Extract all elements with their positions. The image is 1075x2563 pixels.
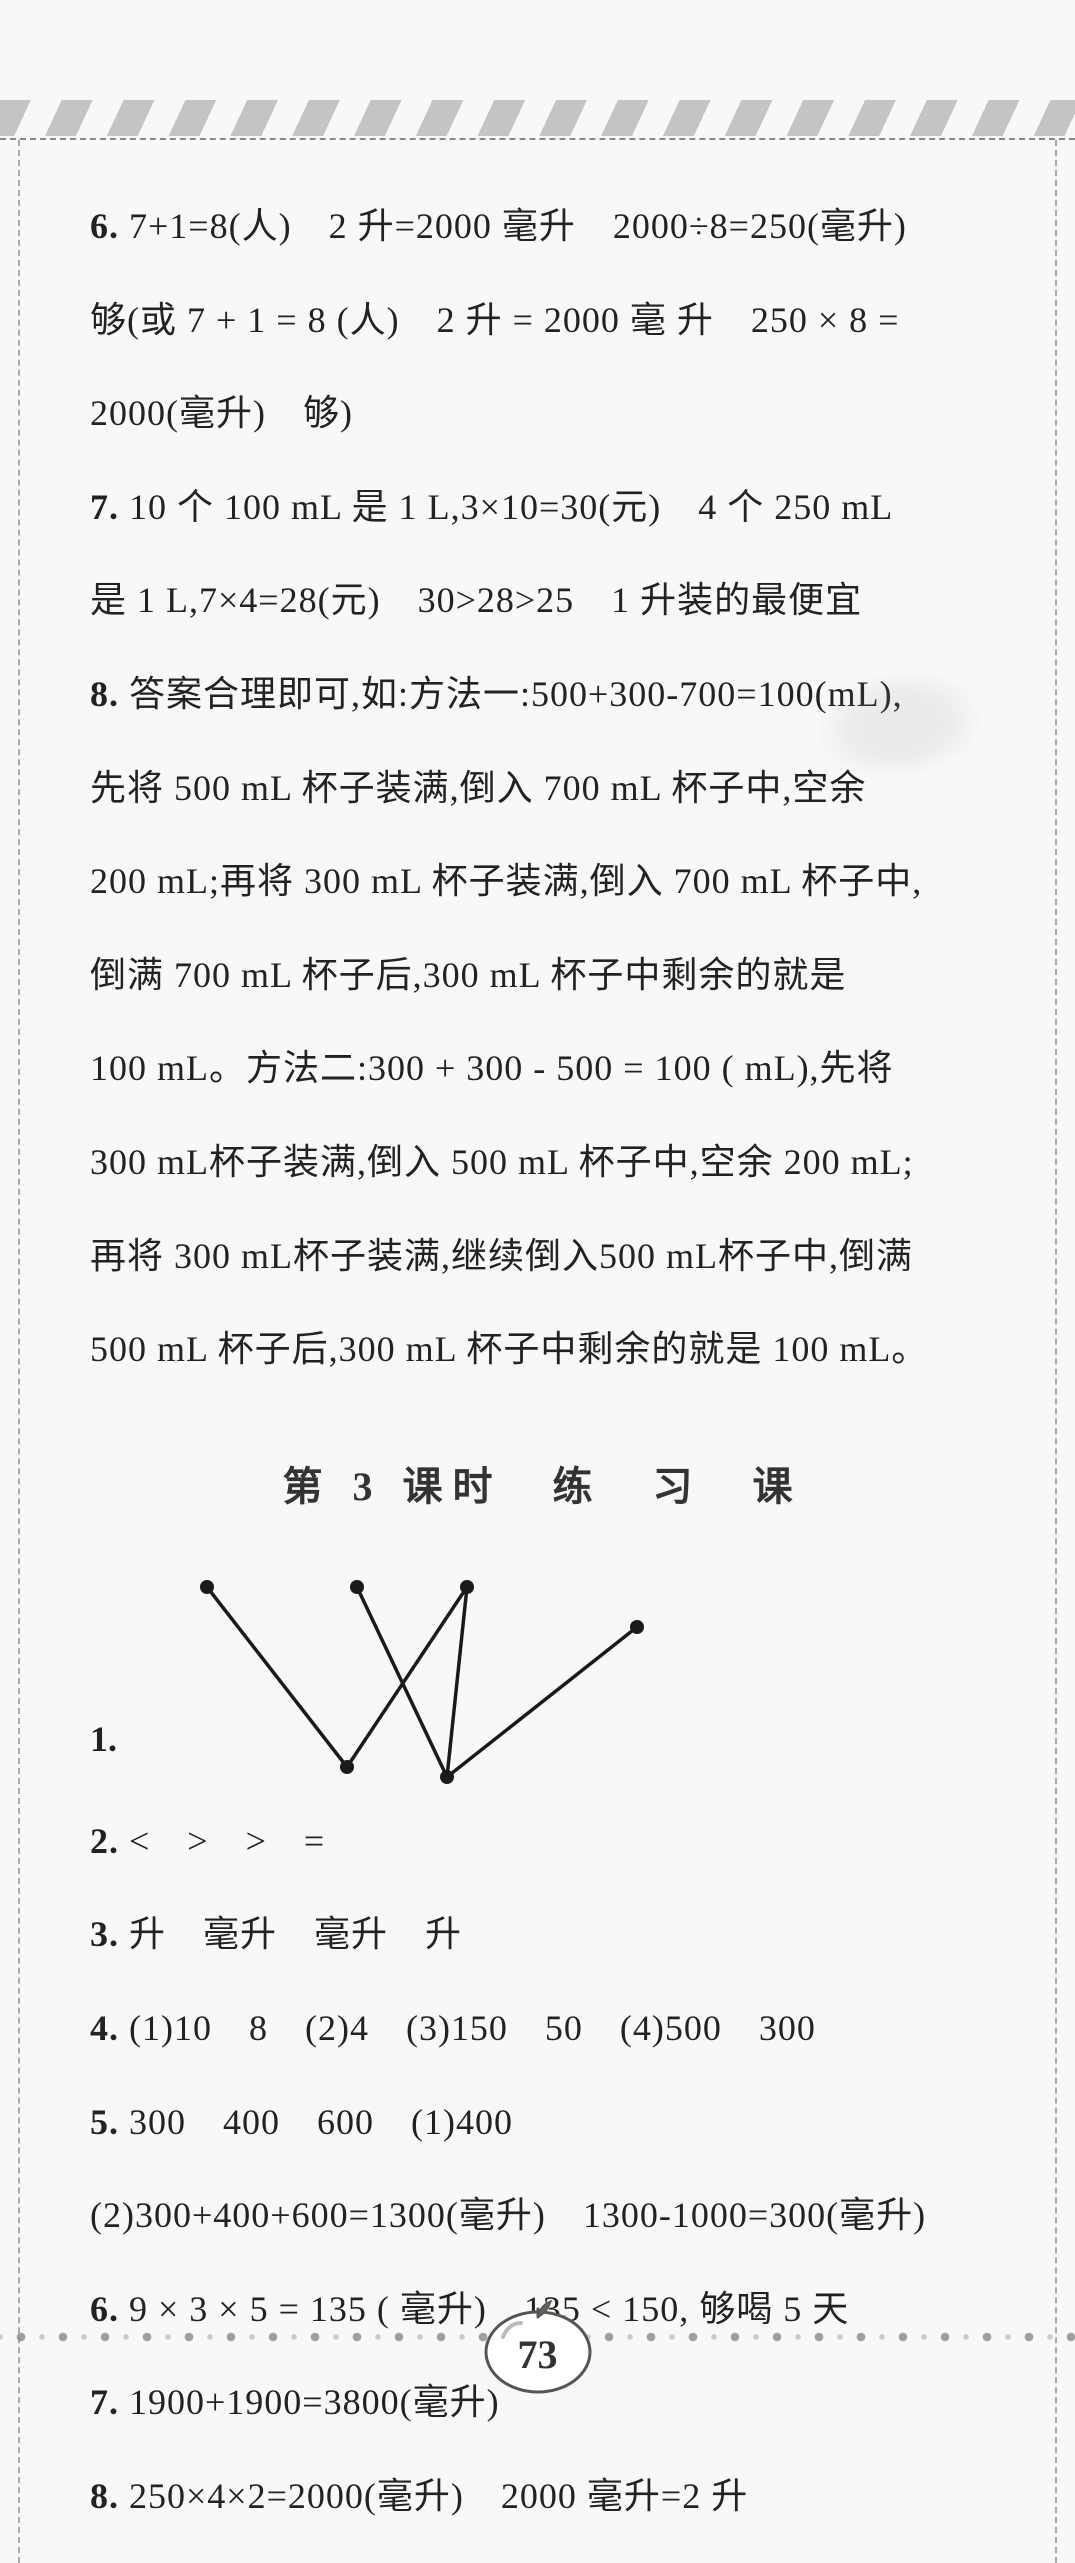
answer-8-line-8: 500 mL 杯子后,300 mL 杯子中剩余的就是 100 mL。 <box>90 1303 995 1397</box>
answer-7-text-1: 10 个 100 mL 是 1 L,3×10=30(元) 4 个 250 mL <box>129 487 893 527</box>
answer-5-text-1: 300 400 600 (1)400 <box>129 2102 513 2142</box>
answer-7-line-2: 是 1 L,7×4=28(元) 30>28>25 1 升装的最便宜 <box>90 554 995 648</box>
item-number-1: 1. <box>90 1693 117 1787</box>
hatch-pattern <box>0 100 1075 136</box>
answer-6-line-1: 6. 7+1=8(人) 2 升=2000 毫升 2000÷8=250(毫升) <box>90 180 995 274</box>
answer-8-text-1: 答案合理即可,如:方法一:500+300-700=100(mL), <box>129 674 903 714</box>
question-1-row: 1. <box>90 1567 995 1787</box>
page-content: 6. 7+1=8(人) 2 升=2000 毫升 2000÷8=250(毫升) 够… <box>18 140 1057 2563</box>
answer-4-text: (1)10 8 (2)4 (3)150 50 (4)500 300 <box>129 2008 816 2048</box>
item-number-5: 5. <box>90 2102 119 2142</box>
question-8-row: 8. 250×4×2=2000(毫升) 2000 毫升=2 升 <box>90 2450 995 2544</box>
apple-page-badge: 73 <box>473 2287 603 2397</box>
question-5-line-1: 5. 300 400 600 (1)400 <box>90 2076 995 2170</box>
item-number-8b: 8. <box>90 2476 119 2516</box>
item-number-7: 7. <box>90 487 119 527</box>
answer-2-text: < > > = <box>129 1821 325 1861</box>
question-5-line-2: (2)300+400+600=1300(毫升) 1300-1000=300(毫升… <box>90 2169 995 2263</box>
question-2-row: 2. < > > = <box>90 1795 995 1889</box>
matching-diagram <box>147 1567 667 1787</box>
item-number-8: 8. <box>90 674 119 714</box>
answer-8-line-7: 再将 300 mL杯子装满,继续倒入500 mL杯子中,倒满 <box>90 1210 995 1304</box>
answer-8-line-6: 300 mL杯子装满,倒入 500 mL 杯子中,空余 200 mL; <box>90 1116 995 1210</box>
page-footer: 73 <box>0 2272 1075 2412</box>
item-number-2: 2. <box>90 1821 119 1861</box>
answer-6-text-1: 7+1=8(人) 2 升=2000 毫升 2000÷8=250(毫升) <box>129 206 907 246</box>
answer-8b-text: 250×4×2=2000(毫升) 2000 毫升=2 升 <box>129 2476 748 2516</box>
answer-6-line-2: 够(或 7 + 1 = 8 (人) 2 升 = 2000 毫 升 250 × 8… <box>90 274 995 368</box>
answer-8-line-5: 100 mL。方法二:300 + 300 - 500 = 100 ( mL),先… <box>90 1022 995 1116</box>
top-decorative-border <box>0 0 1075 140</box>
question-3-row: 3. 升 毫升 毫升 升 <box>90 1888 995 1982</box>
answer-6-line-3: 2000(毫升) 够) <box>90 367 995 461</box>
item-number-6: 6. <box>90 206 119 246</box>
answer-3-text: 升 毫升 毫升 升 <box>129 1914 462 1954</box>
question-4-row: 4. (1)10 8 (2)4 (3)150 50 (4)500 300 <box>90 1982 995 2076</box>
answer-8-line-4: 倒满 700 mL 杯子后,300 mL 杯子中剩余的就是 <box>90 929 995 1023</box>
answer-8-line-3: 200 mL;再将 300 mL 杯子装满,倒入 700 mL 杯子中, <box>90 835 995 929</box>
section-title: 第 3 课时 练 习 课 <box>90 1435 995 1539</box>
page-number: 73 <box>473 2331 603 2378</box>
answer-7-line-1: 7. 10 个 100 mL 是 1 L,3×10=30(元) 4 个 250 … <box>90 461 995 555</box>
item-number-3: 3. <box>90 1914 119 1954</box>
item-number-4: 4. <box>90 2008 119 2048</box>
